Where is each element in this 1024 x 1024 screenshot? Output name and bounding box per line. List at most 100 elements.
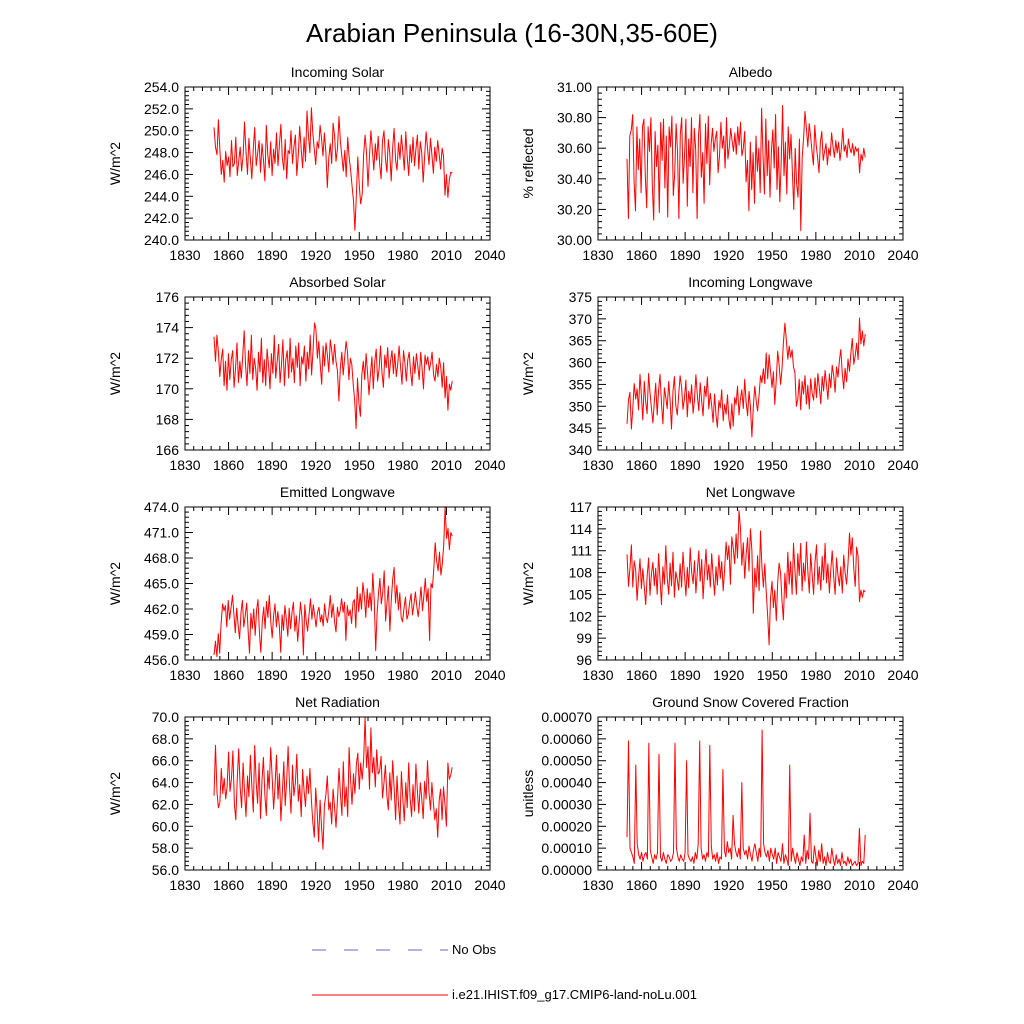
- panel-title: Incoming Longwave: [688, 274, 813, 290]
- x-tick-label: 1920: [713, 667, 744, 683]
- legend: No Obs i.e21.IHIST.f09_g17.CMIP6-land-no…: [312, 942, 697, 1002]
- x-tick-label: 2040: [887, 457, 918, 473]
- x-tick-label: 1920: [300, 457, 331, 473]
- x-tick-label: 1950: [344, 667, 375, 683]
- y-tick-label: 99: [576, 630, 592, 646]
- y-tick-label: 166: [156, 442, 180, 458]
- plot-frame: [597, 296, 904, 451]
- plot-frame: [597, 86, 904, 241]
- y-tick-label: 254.0: [144, 79, 179, 95]
- panel-title: Ground Snow Covered Fraction: [652, 694, 849, 710]
- y-tick-label: 174: [156, 320, 180, 336]
- y-tick-label: 0.00060: [541, 731, 592, 747]
- x-tick-label: 2010: [431, 667, 462, 683]
- figure-title: Arabian Peninsula (16-30N,35-60E): [306, 18, 718, 48]
- x-tick-label: 2040: [887, 877, 918, 893]
- x-tick-label: 1830: [169, 247, 200, 263]
- plot-frame: [597, 506, 904, 661]
- y-tick-label: 30.40: [557, 171, 592, 187]
- y-tick-label: 172: [156, 350, 180, 366]
- y-tick-label: 0.00020: [541, 818, 592, 834]
- y-tick-label: 465.0: [144, 576, 179, 592]
- y-tick-label: 66.0: [152, 753, 179, 769]
- series-line-incoming-solar: [213, 107, 453, 231]
- x-tick-label: 1980: [387, 247, 418, 263]
- x-tick-label: 1860: [213, 457, 244, 473]
- x-tick-label: 1980: [387, 667, 418, 683]
- series-line-net-longwave: [626, 510, 866, 646]
- y-tick-label: 117: [570, 499, 593, 515]
- panel-title: Absorbed Solar: [289, 274, 386, 290]
- y-tick-label: 30.80: [557, 110, 592, 126]
- y-tick-label: 176: [156, 289, 180, 305]
- series-line-absorbed-solar: [213, 322, 453, 430]
- y-tick-label: 248.0: [144, 145, 179, 161]
- x-tick-label: 1890: [257, 667, 288, 683]
- x-tick-label: 1950: [757, 667, 788, 683]
- x-tick-label: 1830: [169, 877, 200, 893]
- y-tick-label: 459.0: [144, 627, 179, 643]
- series-line-albedo: [626, 104, 866, 232]
- y-tick-label: 462.0: [144, 601, 179, 617]
- y-tick-label: 70.0: [152, 709, 179, 725]
- x-tick-label: 1950: [344, 247, 375, 263]
- plot-frame: [184, 86, 491, 241]
- x-tick-label: 1830: [169, 457, 200, 473]
- y-tick-label: 345: [569, 420, 593, 436]
- x-tick-label: 1890: [670, 457, 701, 473]
- y-tick-label: 246.0: [144, 166, 179, 182]
- x-tick-label: 1890: [257, 247, 288, 263]
- y-tick-label: 0.00030: [541, 796, 592, 812]
- x-tick-label: 1950: [344, 877, 375, 893]
- y-tick-label: 102: [569, 608, 593, 624]
- y-tick-label: 474.0: [144, 499, 179, 515]
- x-tick-label: 1890: [670, 247, 701, 263]
- x-tick-label: 1950: [757, 247, 788, 263]
- x-tick-label: 2040: [474, 877, 505, 893]
- y-tick-label: 0.00010: [541, 840, 592, 856]
- y-tick-label: 170: [156, 381, 180, 397]
- x-tick-label: 2040: [474, 247, 505, 263]
- y-tick-label: 365: [569, 333, 593, 349]
- y-tick-label: 0.00050: [541, 753, 592, 769]
- y-axis-label: W/m^2: [107, 772, 123, 815]
- panel-incoming-longwave: Incoming Longwave W/m^2 1830 1860 1890 1920 19…: [520, 274, 919, 473]
- x-tick-label: 1920: [300, 667, 331, 683]
- y-tick-label: 375: [569, 289, 593, 305]
- y-tick-label: 471.0: [144, 525, 179, 541]
- y-axis-label: % reflected: [520, 128, 536, 198]
- series-line-emitted-longwave: [213, 506, 453, 658]
- panel-emitted-longwave: Emitted Longwave W/m^2 1830 1860 1890 1920 195…: [107, 484, 506, 683]
- y-tick-label: 62.0: [152, 796, 179, 812]
- y-tick-label: 0.00000: [541, 862, 592, 878]
- y-tick-label: 360: [569, 355, 593, 371]
- plot-frame: [184, 506, 491, 661]
- y-tick-label: 244.0: [144, 188, 179, 204]
- x-tick-label: 1980: [387, 457, 418, 473]
- y-tick-label: 456.0: [144, 652, 179, 668]
- panel-title: Incoming Solar: [291, 64, 385, 80]
- x-tick-label: 1920: [300, 247, 331, 263]
- x-tick-label: 1980: [800, 667, 831, 683]
- panel-grid: Incoming Solar W/m^2 1830 1860 1890 1920 1950 1…: [107, 64, 919, 893]
- x-tick-label: 1890: [670, 667, 701, 683]
- x-tick-label: 1950: [344, 457, 375, 473]
- x-tick-label: 1920: [713, 457, 744, 473]
- y-tick-label: 108: [569, 565, 593, 581]
- y-axis-label: W/m^2: [520, 562, 536, 605]
- y-tick-label: 30.00: [557, 232, 592, 248]
- y-tick-label: 60.0: [152, 818, 179, 834]
- y-tick-label: 370: [569, 311, 593, 327]
- x-tick-label: 1830: [582, 877, 613, 893]
- legend-label-no-obs: No Obs: [452, 942, 497, 957]
- y-tick-label: 56.0: [152, 862, 179, 878]
- plot-frame: [184, 296, 491, 451]
- x-tick-label: 1980: [387, 877, 418, 893]
- panel-net-radiation: Net Radiation W/m^2 1830 1860 1890 1920 1950 19…: [107, 694, 506, 893]
- panel-title: Emitted Longwave: [280, 484, 395, 500]
- x-tick-label: 1920: [713, 247, 744, 263]
- y-axis-label: W/m^2: [107, 352, 123, 395]
- x-tick-label: 2010: [431, 247, 462, 263]
- y-axis-label: W/m^2: [107, 562, 123, 605]
- x-tick-label: 2010: [844, 877, 875, 893]
